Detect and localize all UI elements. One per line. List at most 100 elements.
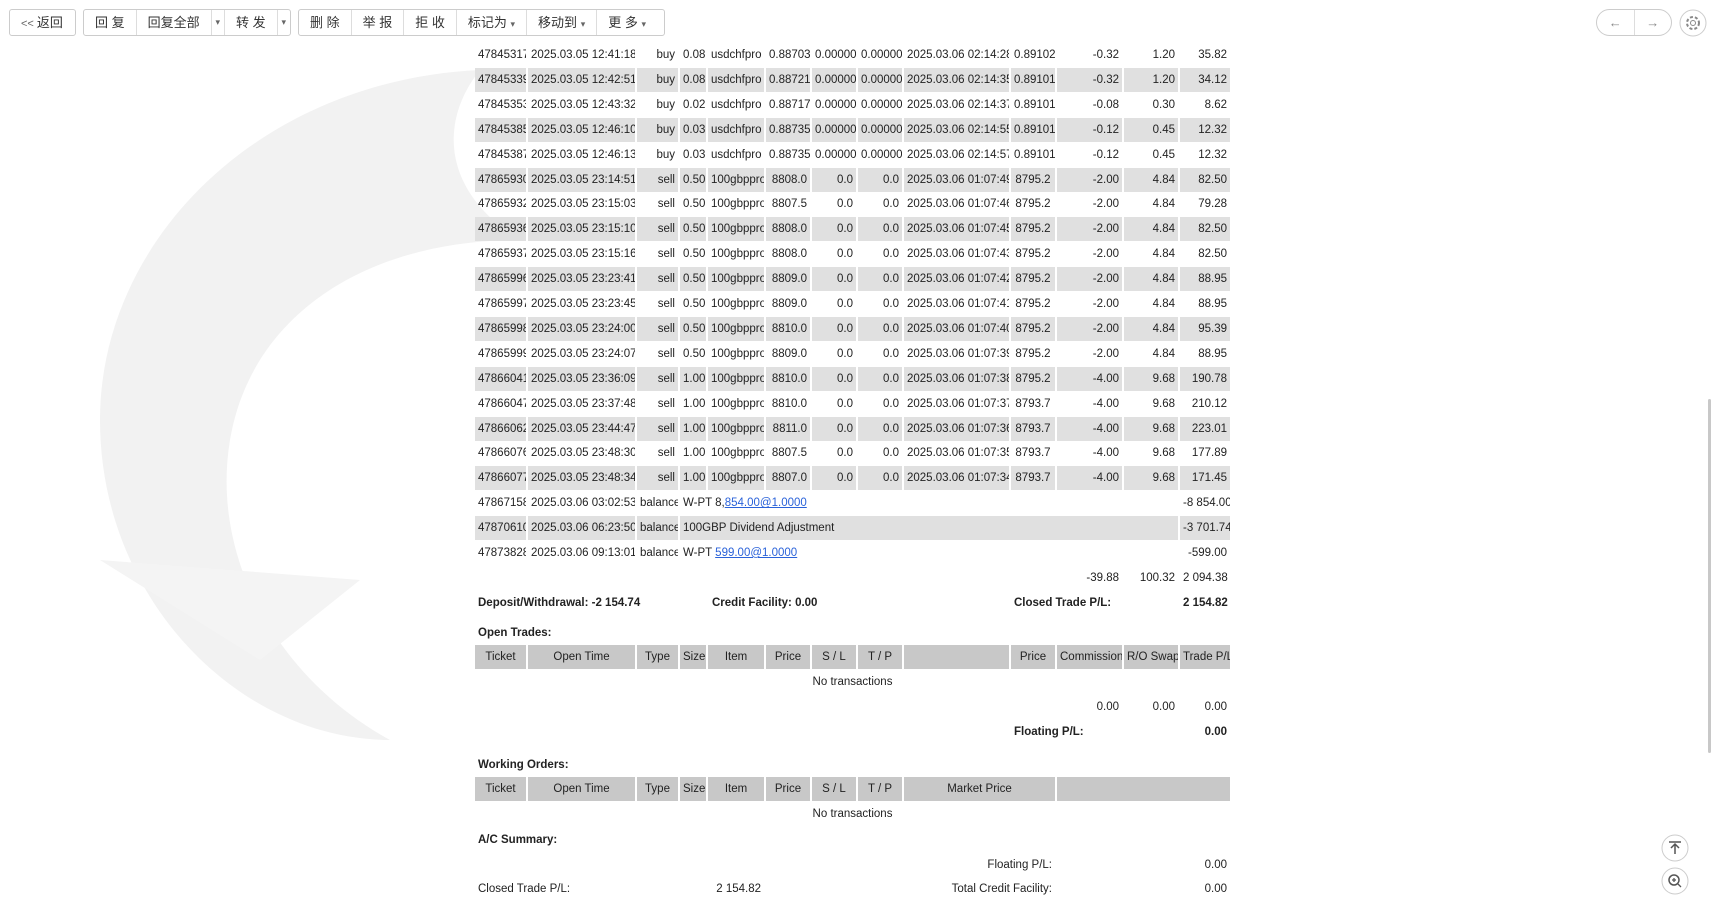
trade-cell: 2025.03.06 02:14:57 (904, 142, 1011, 167)
trade-cell: 8810.0 (766, 316, 812, 341)
reply-all-button[interactable]: 回复全部 (137, 10, 212, 35)
zoom-button[interactable] (1660, 866, 1690, 896)
trade-cell: 4.84 (1124, 341, 1180, 366)
trade-cell: 0.88735 (766, 117, 812, 142)
trade-cell: 0.00000 (858, 67, 904, 92)
trade-cell: 190.78 (1180, 366, 1232, 391)
column-header: Market Price (904, 777, 1057, 801)
trade-cell: 82.50 (1180, 217, 1232, 242)
trade-row: 47865999 2025.03.05 23:24:07 sell 0.50 100gb… (475, 341, 1232, 366)
closed-pl: 2 154.82 (1180, 590, 1232, 615)
more-button[interactable]: 更 多 ▾ (608, 15, 646, 30)
trade-cell: 0.0 (858, 466, 904, 491)
trade-cell: 2025.03.05 12:46:10 (528, 117, 637, 142)
trade-cell: 8809.0 (766, 341, 812, 366)
balance-row: 47870610 2025.03.06 06:23:50 balance 100GBP… (475, 516, 1232, 541)
trade-cell: 8793.7 (1011, 416, 1057, 441)
amount: -3 701.74 (1180, 516, 1232, 541)
column-header: Open Time (528, 645, 637, 669)
total: 0.00 (1180, 695, 1232, 719)
trade-cell: 0.88735 (766, 142, 812, 167)
trade-cell: 2025.03.06 01:07:42 (904, 267, 1011, 292)
balance-row: 47867158 2025.03.06 03:02:53 balance W-PT 8… (475, 491, 1232, 516)
trade-cell: 47845339 (475, 67, 528, 92)
trade-cell: 88.95 (1180, 267, 1232, 292)
trade-cell: 34.12 (1180, 67, 1232, 92)
trade-cell: 8810.0 (766, 366, 812, 391)
trade-cell: sell (637, 242, 680, 267)
trade-cell: 2025.03.06 01:07:37 (904, 391, 1011, 416)
trade-cell: usdchfpro (708, 142, 766, 167)
trade-cell: 0.0 (812, 391, 858, 416)
report-button[interactable]: 举 报 (352, 10, 405, 35)
trade-cell: 0.00000 (858, 92, 904, 117)
trade-cell: 47845317 (475, 43, 528, 67)
trade-cell: buy (637, 92, 680, 117)
action-group: 删 除 举 报 拒 收 标记为 ▾ 移动到 ▾ 更 多 ▾ (298, 9, 665, 36)
trade-cell: 2025.03.06 01:07:45 (904, 217, 1011, 242)
forward-dropdown[interactable]: ▾ (281, 17, 287, 27)
trade-cell: 4.84 (1124, 192, 1180, 217)
trade-cell: 1.00 (680, 391, 708, 416)
trade-cell: 12.32 (1180, 142, 1232, 167)
trade-cell: 8795.2 (1011, 341, 1057, 366)
trade-cell: 210.12 (1180, 391, 1232, 416)
trade-cell: 82.50 (1180, 167, 1232, 192)
trade-cell: 1.20 (1124, 67, 1180, 92)
column-header: R/O Swap (1124, 645, 1180, 669)
trade-row: 47866047 2025.03.05 23:37:48 sell 1.00 100gb… (475, 391, 1232, 416)
trade-cell: 0.00000 (812, 67, 858, 92)
trade-row: 47865936 2025.03.05 23:15:10 sell 0.50 100gb… (475, 217, 1232, 242)
trade-row: 47865996 2025.03.05 23:23:41 sell 0.50 100gb… (475, 267, 1232, 292)
back-button[interactable]: << 返回 (21, 15, 63, 30)
reject-button[interactable]: 拒 收 (404, 10, 457, 35)
trade-cell: 8807.0 (766, 466, 812, 491)
column-header: Size (680, 645, 708, 669)
trade-cell: -0.08 (1057, 92, 1124, 117)
settings-button[interactable] (1679, 9, 1707, 37)
trade-cell: usdchfpro (708, 92, 766, 117)
trade-cell: 8795.2 (1011, 366, 1057, 391)
section-title: Open Trades: (475, 621, 1232, 645)
trade-cell: 9.68 (1124, 441, 1180, 466)
trade-cell: 0.0 (812, 192, 858, 217)
reply-button[interactable]: 回 复 (84, 10, 137, 35)
delete-button[interactable]: 删 除 (299, 10, 352, 35)
mark-as-button[interactable]: 标记为 ▾ (457, 10, 528, 35)
column-header: Price (1011, 645, 1057, 669)
trade-cell: 100gbppro (708, 217, 766, 242)
scroll-top-button[interactable] (1660, 833, 1690, 863)
trade-cell: -2.00 (1057, 217, 1124, 242)
trade-cell: 0.00000 (812, 117, 858, 142)
trade-cell: 0.00000 (812, 92, 858, 117)
forward-button[interactable]: 转 发 (225, 10, 278, 35)
floating-row: Floating P/L: 0.00 (475, 720, 1232, 744)
trade-cell: 1.00 (680, 441, 708, 466)
description-link[interactable]: 599.00@1.0000 (715, 547, 798, 559)
trade-cell: -2.00 (1057, 316, 1124, 341)
reply-all-dropdown[interactable]: ▾ (212, 10, 225, 35)
move-to-button[interactable]: 移动到 ▾ (527, 10, 598, 35)
back-group: << 返回 (9, 9, 76, 36)
prev-button[interactable]: ← (1597, 10, 1635, 35)
trade-cell: 8808.0 (766, 242, 812, 267)
trade-cell: 8793.7 (1011, 391, 1057, 416)
trade-cell: 2025.03.06 01:07:34 (904, 466, 1011, 491)
trade-cell: 47866041 (475, 366, 528, 391)
open-trades-title: Open Trades: (475, 621, 766, 645)
trade-cell: 9.68 (1124, 391, 1180, 416)
trade-cell: 8793.7 (1011, 466, 1057, 491)
trade-cell: 2025.03.05 12:46:13 (528, 142, 637, 167)
trade-cell: 2025.03.05 23:15:16 (528, 242, 637, 267)
trade-cell: 0.0 (812, 217, 858, 242)
next-button[interactable]: → (1646, 15, 1660, 30)
trade-cell: 0.0 (858, 416, 904, 441)
trade-cell: 88.95 (1180, 341, 1232, 366)
description-link[interactable]: 854.00@1.0000 (724, 497, 807, 510)
trade-cell: 2025.03.05 23:44:47 (528, 416, 637, 441)
trade-cell: 100gbppro (708, 292, 766, 316)
trade-cell: 47866062 (475, 416, 528, 441)
trade-cell: 100gbppro (708, 242, 766, 267)
trade-cell: 2025.03.05 12:43:32 (528, 92, 637, 117)
column-header: Ticket (475, 645, 528, 669)
